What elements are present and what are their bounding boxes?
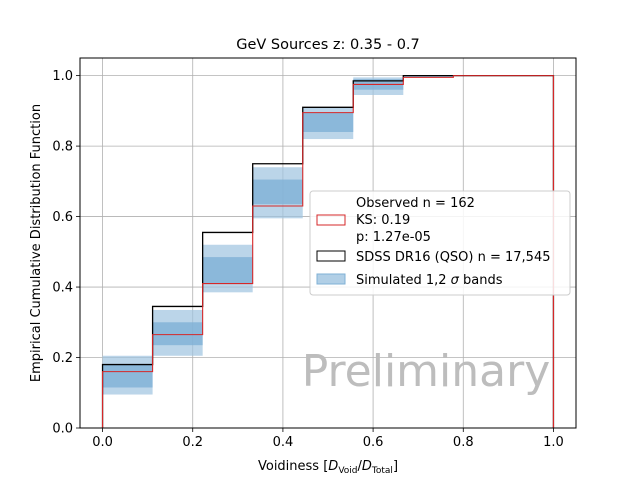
legend: Observed n = 162 KS: 0.19 p: 1.27e-05 SD… [309, 190, 571, 296]
sigma-bands [102, 75, 454, 395]
x-label-prefix: Voidiness [ [258, 459, 328, 474]
ecdf-lines [101, 74, 555, 428]
band-1sigma-bin [302, 112, 354, 132]
y-tick-label: 1.0 [52, 69, 73, 84]
y-axis-label: Empirical Cumulative Distribution Functi… [29, 104, 44, 382]
legend-sim-label: Simulated 1,2 σ bands [356, 273, 503, 288]
legend-sim-sigma: σ [451, 273, 460, 288]
y-tick-label: 0.8 [52, 140, 73, 155]
watermark-text: Preliminary [302, 346, 550, 397]
legend-sim-prefix: Simulated 1,2 [356, 273, 451, 288]
legend-observed-swatch [316, 214, 346, 226]
band-1sigma-bin [202, 257, 253, 284]
x-label-suffix: ] [393, 459, 398, 474]
y-tick-label: 0.4 [52, 281, 73, 296]
band-1sigma-bin [102, 364, 153, 388]
x-tick-label: 0.0 [92, 435, 113, 450]
x-label-d1: D [328, 459, 338, 474]
observed-ecdf-line [101, 75, 555, 428]
legend-observed-line3: p: 1.27e-05 [356, 230, 431, 245]
x-axis-label: Voidiness [DVoid/DTotal] [258, 459, 398, 476]
chart-title: GeV Sources z: 0.35 - 0.7 [236, 37, 420, 53]
x-tick-label: 1.0 [543, 435, 564, 450]
x-tick-label: 0.8 [453, 435, 474, 450]
legend-observed-line2: KS: 0.19 [356, 213, 410, 228]
y-tick-label: 0.0 [52, 422, 73, 437]
legend-frame [309, 190, 571, 296]
plot-frame [79, 57, 577, 429]
x-tick-label: 0.2 [182, 435, 203, 450]
x-label-total-sub: Total [371, 466, 393, 476]
legend-observed-line1: Observed n = 162 [356, 196, 475, 211]
x-tick-label: 0.4 [273, 435, 294, 450]
band-1sigma-bin [252, 179, 303, 205]
legend-sim-suffix: bands [459, 273, 503, 288]
y-tick-label: 0.6 [52, 210, 73, 225]
x-label-void-sub: Void [338, 466, 357, 476]
legend-sim-swatch [316, 273, 346, 285]
axis-ticks: 0.0 0.2 0.4 0.6 0.8 1.0 0.0 0.2 0.4 0.6 0.8 1.0 [52, 69, 563, 450]
legend-sdss-swatch [316, 250, 346, 262]
x-label-slash: / [358, 459, 363, 474]
band-1sigma-bin [152, 322, 203, 346]
legend-sdss-label: SDSS DR16 (QSO) n = 17,545 [356, 250, 551, 265]
y-tick-label: 0.2 [52, 351, 73, 366]
x-tick-label: 0.6 [363, 435, 384, 450]
x-label-d2: D [362, 459, 372, 474]
